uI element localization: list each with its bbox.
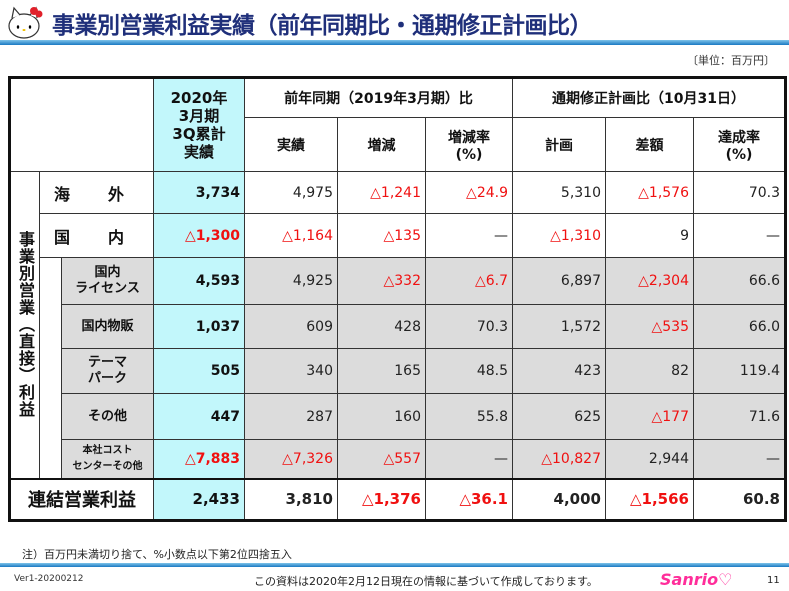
- table-row: その他 447 287 160 55.8 625 △177 71.6: [10, 393, 786, 440]
- value-cell: 70.3: [425, 304, 513, 349]
- header-col: 増減: [337, 117, 426, 172]
- total-value: 4,000: [512, 477, 606, 521]
- value-cell: △1,241: [337, 171, 426, 214]
- value-cell: 119.4: [693, 348, 786, 394]
- value-cell: 1,572: [512, 304, 606, 349]
- header-col: 差額: [605, 117, 694, 172]
- value-cell: 4,975: [244, 171, 338, 214]
- hello-kitty-logo: [8, 6, 43, 39]
- value-cell: —: [425, 213, 513, 258]
- value-cell: 55.8: [425, 393, 513, 440]
- header-col: 達成率 (%): [693, 117, 786, 172]
- operating-profit-table: 2020年 3月期 3Q累計 実績 前年同期（2019年3月期）比 通期修正計画…: [8, 76, 787, 522]
- table-row: 事業別営業（直接）利益海 外 3,734 4,975 △1,241 △24.9 5,310…: [9, 171, 786, 479]
- unit-label: 〔単位：百万円〕: [687, 54, 775, 67]
- value-cell: 340: [244, 348, 338, 394]
- version-label: Ver1-20200212: [14, 574, 84, 584]
- value-cell: 287: [244, 393, 338, 440]
- value-cell: 609: [244, 304, 338, 349]
- value-cell: 5,310: [512, 171, 606, 214]
- value-cell: 1,037: [153, 304, 245, 349]
- footer-divider: [0, 563, 789, 567]
- value-cell: △535: [605, 304, 694, 349]
- value-cell: △332: [337, 257, 426, 305]
- page-number: 11: [767, 575, 780, 586]
- corner-cell: [9, 77, 154, 172]
- value-cell: 4,925: [244, 257, 338, 305]
- value-cell: △10,827: [512, 439, 606, 479]
- row-label: 国内 ライセンス: [61, 257, 154, 305]
- value-cell: △1,310: [512, 213, 606, 258]
- value-cell: 71.6: [693, 393, 786, 440]
- value-cell: 2,944: [605, 439, 694, 479]
- total-label: 連結営業利益: [9, 477, 154, 521]
- total-value: 60.8: [693, 477, 786, 521]
- value-cell: 165: [337, 348, 426, 394]
- row-label: その他: [61, 393, 154, 440]
- total-value: △1,566: [605, 477, 694, 521]
- footnote: 注）百万円未満切り捨て、%小数点以下第2位四捨五入: [22, 548, 292, 561]
- value-cell: 6,897: [512, 257, 606, 305]
- value-cell: △177: [605, 393, 694, 440]
- value-cell: △2,304: [605, 257, 694, 305]
- value-cell: △557: [337, 439, 426, 479]
- row-label: 本社コスト センターその他: [61, 439, 154, 479]
- row-label: 海 外: [39, 171, 154, 214]
- value-cell: △7,326: [244, 439, 338, 479]
- value-cell: —: [693, 213, 786, 258]
- value-cell: △6.7: [425, 257, 513, 305]
- value-cell: △1,300: [153, 213, 245, 258]
- row-label: 国内物販: [61, 304, 154, 349]
- value-cell: —: [693, 439, 786, 479]
- row-label: テーマ パーク: [61, 348, 154, 394]
- table-row: 国 内 △1,300 △1,164 △135— △1,310 9—: [10, 213, 786, 258]
- value-cell: 160: [337, 393, 426, 440]
- title-underline: [0, 40, 789, 45]
- total-value: △36.1: [425, 477, 513, 521]
- value-cell: △1,164: [244, 213, 338, 258]
- total-value: △1,376: [337, 477, 426, 521]
- header-prev-group: 前年同期（2019年3月期）比: [244, 77, 513, 118]
- total-value: 2,433: [153, 477, 245, 521]
- value-cell: 423: [512, 348, 606, 394]
- table-row: 本社コスト センターその他 △7,883 △7,326 △557— △10,827 2,9…: [10, 439, 786, 479]
- total-value: 3,810: [244, 477, 338, 521]
- header-col: 増減率 (%): [425, 117, 513, 172]
- indent-cell: [39, 257, 62, 479]
- value-cell: 428: [337, 304, 426, 349]
- value-cell: 48.5: [425, 348, 513, 394]
- value-cell: 66.6: [693, 257, 786, 305]
- value-cell: 3,734: [153, 171, 245, 214]
- row-label: 国 内: [39, 213, 154, 258]
- value-cell: 4,593: [153, 257, 245, 305]
- header-col: 実績: [244, 117, 338, 172]
- table-row: 国内物販 1,037 609 428 70.3 1,572 △535 66.0: [10, 304, 786, 349]
- page-title: 事業別営業利益実績（前年同期比・通期修正計画比）: [52, 13, 593, 39]
- total-row: 連結営業利益 2,433 3,810 △1,376 △36.1 4,000 △1,566 60…: [9, 477, 786, 521]
- table-row: 国内 ライセンス 4,593 4,925 △332 △6.7 6,897 △2,304 66.…: [10, 257, 786, 479]
- value-cell: 70.3: [693, 171, 786, 214]
- value-cell: 505: [153, 348, 245, 394]
- value-cell: 447: [153, 393, 245, 440]
- value-cell: 9: [605, 213, 694, 258]
- value-cell: 66.0: [693, 304, 786, 349]
- value-cell: △7,883: [153, 439, 245, 479]
- value-cell: —: [425, 439, 513, 479]
- value-cell: 82: [605, 348, 694, 394]
- header-plan-group: 通期修正計画比（10月31日）: [512, 77, 786, 118]
- header-col: 計画: [512, 117, 606, 172]
- value-cell: △1,576: [605, 171, 694, 214]
- table-row: テーマ パーク 505 340 165 48.5 423 82 119.4: [10, 348, 786, 394]
- header-current: 2020年 3月期 3Q累計 実績: [153, 77, 245, 172]
- value-cell: △24.9: [425, 171, 513, 214]
- sanrio-logo: Sanrio♡: [660, 570, 733, 589]
- footer-disclaimer: この資料は2020年2月12日現在の情報に基づいて作成しております。: [254, 575, 598, 588]
- value-cell: △135: [337, 213, 426, 258]
- value-cell: 625: [512, 393, 606, 440]
- side-label: 事業別営業（直接）利益: [9, 171, 40, 479]
